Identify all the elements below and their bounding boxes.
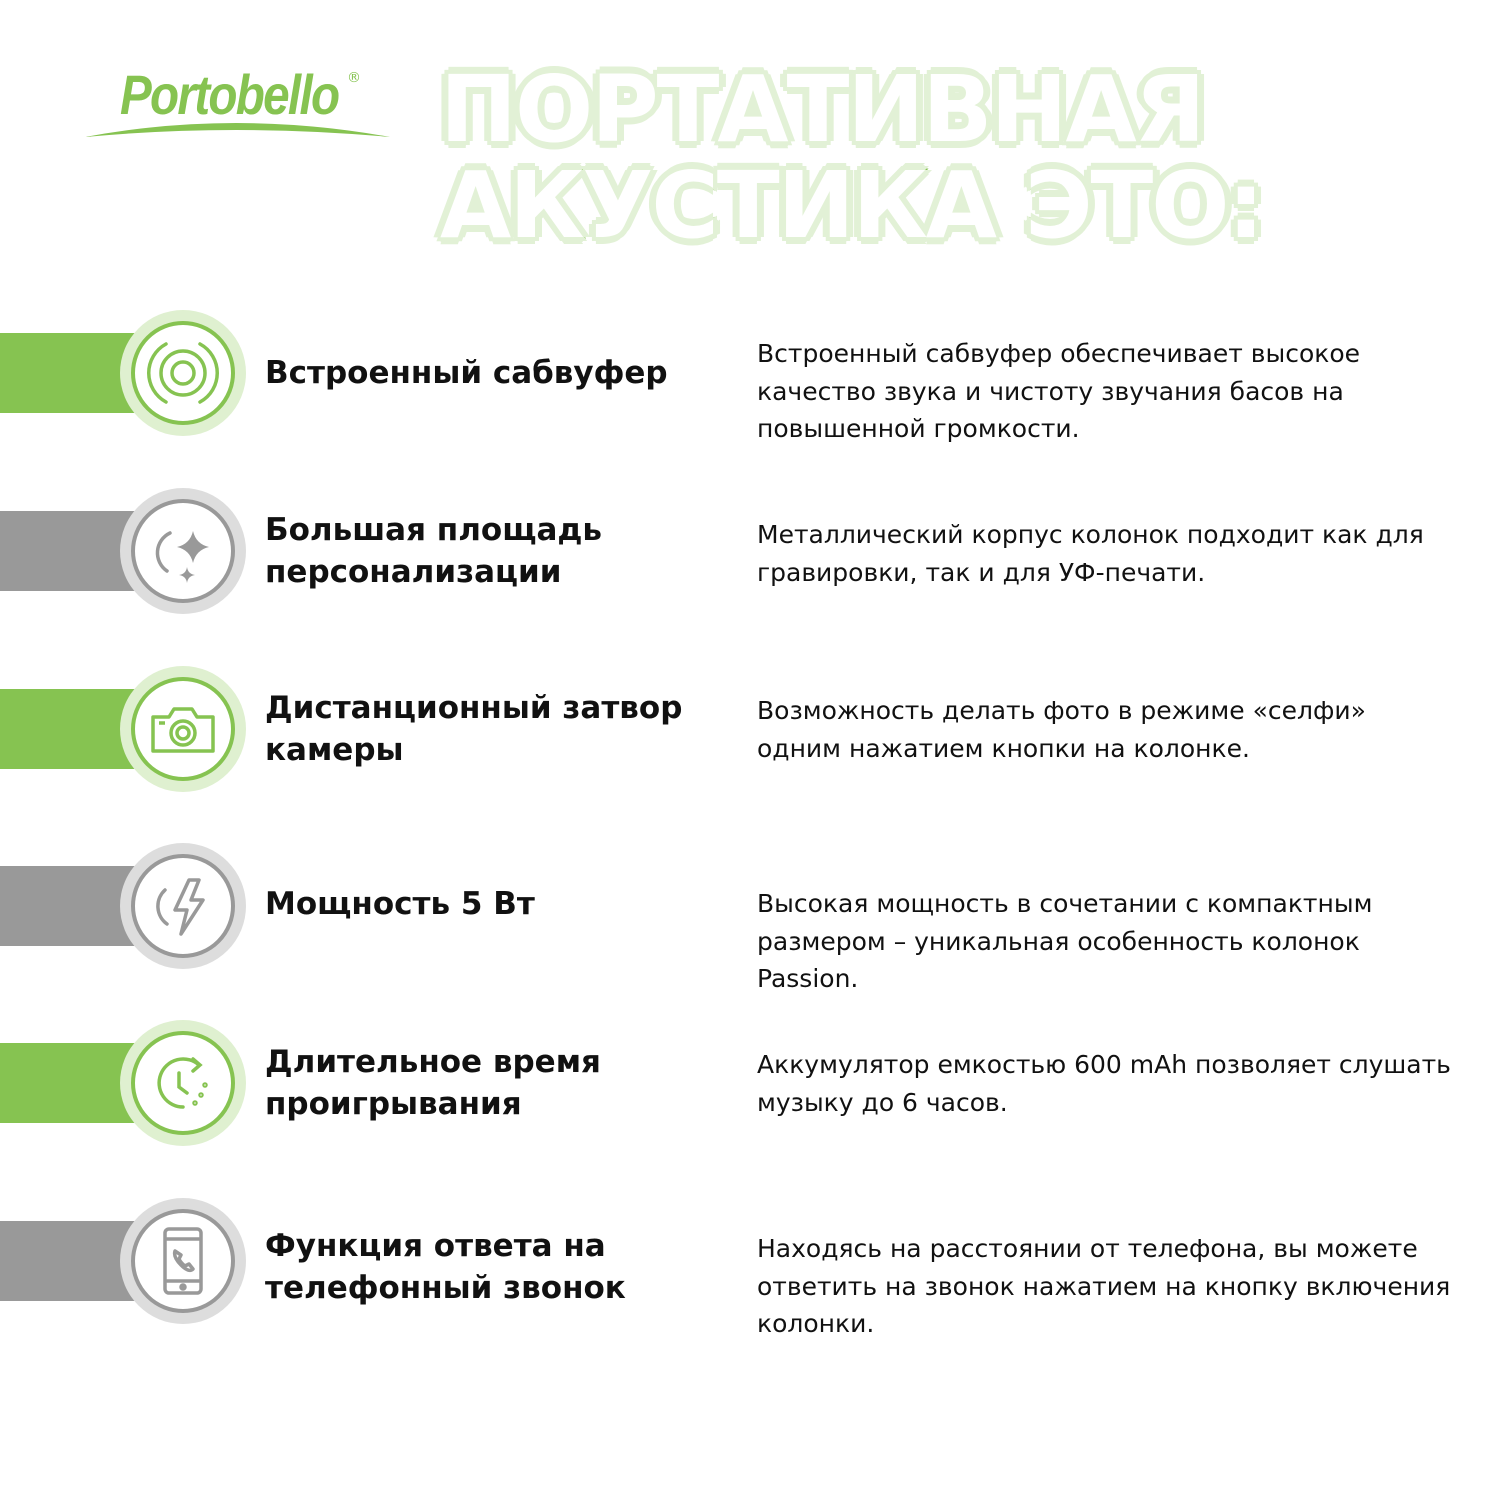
feature-description: Металлический корпус колонок подходит ка… [757,520,1424,587]
feature-description: Аккумулятор емкостью 600 mAh позволяет с… [757,1050,1451,1117]
feature-row-personalization: Большая площадь персонализации Металличе… [0,486,1500,616]
headline-line-2: АКУСТИКА ЭТО: [438,152,1265,259]
feature-title: Мощность 5 Вт [265,886,535,922]
phone-call-icon [131,1209,235,1313]
feature-row-camera-shutter: Дистанционный затвор камеры Возможность … [0,664,1500,794]
feature-title: Функция ответа на телефонный звонок [265,1228,626,1306]
logo-swoosh-icon [85,123,390,137]
feature-row-call-answer: Функция ответа на телефонный звонок Нахо… [0,1196,1500,1338]
feature-description: Встроенный сабвуфер обеспечивает высокое… [757,339,1361,443]
feature-description: Находясь на расстоянии от телефона, вы м… [757,1234,1451,1338]
camera-icon [131,677,235,781]
feature-row-power: Мощность 5 Вт Высокая мощность в сочетан… [0,841,1500,993]
sparkle-icon [131,499,235,603]
registered-mark: ® [347,70,361,86]
logo-text: Portobello [120,63,340,126]
portobello-logo: Portobello ® [85,62,395,142]
clock-icon [131,1031,235,1135]
feature-description: Возможность делать фото в режиме «селфи»… [757,696,1366,763]
feature-description: Высокая мощность в сочетании с компактны… [757,889,1373,993]
feature-row-subwoofer: Встроенный сабвуфер Встроенный сабвуфер … [0,308,1500,443]
feature-title: Встроенный сабвуфер [265,355,668,391]
subwoofer-icon [131,321,235,425]
feature-title: Длительное время проигрывания [265,1044,601,1122]
feature-title: Дистанционный затвор камеры [265,690,683,768]
feature-title: Большая площадь персонализации [265,512,603,590]
headline: ПОРТАТИВНАЯ АКУСТИКА ЭТО: [438,56,1265,259]
lightning-icon [131,854,235,958]
feature-row-playtime: Длительное время проигрывания Аккумулято… [0,1018,1500,1148]
headline-line-1: ПОРТАТИВНАЯ [438,56,1207,163]
